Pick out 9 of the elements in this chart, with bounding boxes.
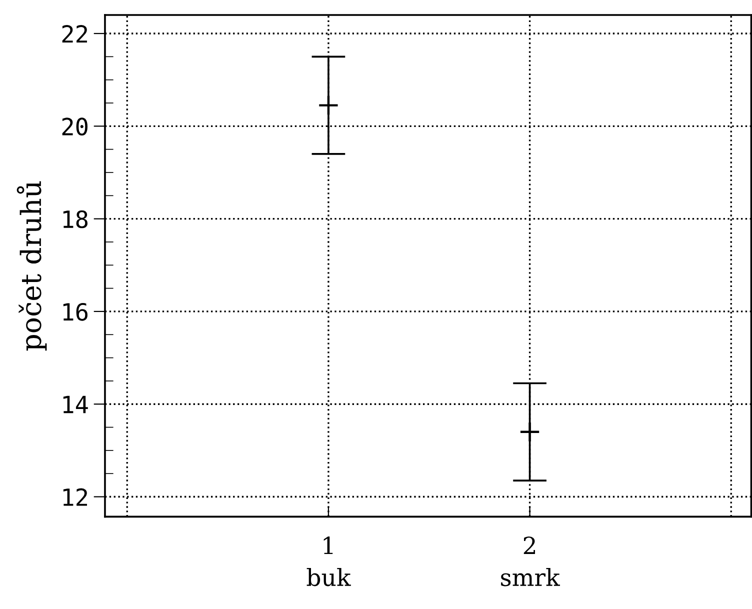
x-tick-label: 1 buk [306, 536, 351, 586]
y-tick-label: 22 [62, 25, 87, 43]
y-tick-label: 14 [63, 396, 88, 414]
x-tick-label: 2 smrk [501, 536, 560, 586]
y-tick-label: 20 [62, 118, 88, 136]
y-axis-title: počet druhů [16, 181, 47, 351]
y-tick-label: 12 [63, 488, 87, 506]
y-tick-label: 16 [63, 302, 88, 321]
y-tick-label: 18 [63, 210, 88, 228]
